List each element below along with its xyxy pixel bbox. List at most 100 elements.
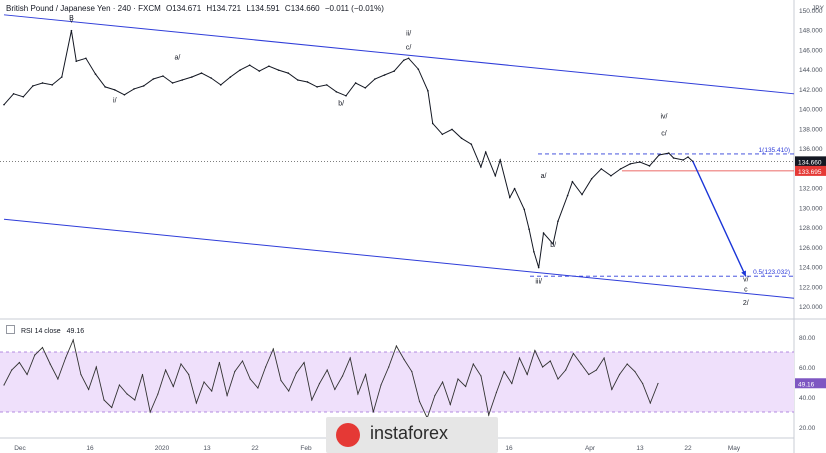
price-point [460,137,463,140]
price-point [566,194,569,197]
price-point [383,74,386,76]
x-tick-label: 13 [636,445,644,452]
price-point [61,76,63,78]
rsi-point [134,399,136,401]
rsi-value-label: 49.16 [798,381,815,388]
rsi-band [0,352,794,412]
price-point [354,82,357,84]
price-point [306,81,309,83]
price-point [181,79,184,81]
price-point [335,91,338,93]
y-tick-label: 120.000 [799,304,823,311]
price-point [32,85,34,87]
y-tick-label: 148.000 [799,28,823,35]
rsi-point [157,393,159,395]
high-value: H134.721 [206,4,242,13]
rsi-point [565,369,567,371]
price-point [133,88,135,90]
rsi-point [41,346,44,349]
rsi-point [280,379,282,382]
low-value: L134.591 [246,4,280,13]
rsi-point [618,373,621,376]
y-tick-label: 124.000 [799,265,823,272]
rsi-point [472,363,474,365]
wave-label: iv/ [660,114,667,121]
price-point [590,177,593,180]
rsi-point [218,361,221,364]
price-point [113,89,116,91]
rsi-point [234,370,236,373]
rsi-point [572,352,574,355]
wave-label: b/ [338,101,344,108]
price-point [523,208,526,211]
rsi-value-label-bg [795,378,826,389]
price-point [191,76,193,78]
rsi-y-tick-label: 20.00 [799,425,816,432]
price-point [123,94,126,96]
price-point [287,72,290,74]
rsi-point [103,399,105,401]
rsi-point [18,361,20,364]
rsi-point [265,366,267,368]
rsi-point [603,357,605,359]
rsi-header: RSI 14 close 49.16 [6,325,84,335]
rsi-point [295,372,297,374]
rsi-point [203,381,205,383]
rsi-point [303,361,305,364]
rsi-point [249,378,251,380]
wave-label: B [69,15,74,22]
rsi-point [518,357,521,359]
rsi-point [380,384,382,386]
rsi-point [241,360,244,362]
price-point [508,196,511,199]
rsi-point [341,375,344,377]
price-point [277,69,280,71]
price-point [393,70,395,72]
rsi-point [334,388,336,391]
price-point [3,103,5,106]
rsi-label[interactable]: RSI 14 close [20,328,61,335]
rsi-point [649,402,651,404]
rsi-point [434,394,436,397]
price-point [403,59,405,62]
symbol-title[interactable]: British Pound / Japanese Yen · 240 · FXC… [6,4,161,13]
price-point [629,163,632,165]
y-tick-label: 142.000 [799,87,823,94]
price-label-bg [795,165,826,176]
rsi-point [88,388,90,391]
rsi-point [580,363,582,365]
rsi-point [541,366,544,368]
rsi-point [441,381,444,383]
price-point [316,86,318,88]
channel-layer [3,14,795,299]
annotation-layer: Bv a/i/ii/c/b/a/b/iii/iv/c/v/c 2/ [69,15,749,307]
rsi-point [449,403,451,406]
rsi-point [488,414,490,416]
wave-label: v/ [743,276,749,283]
price-point [610,174,612,177]
y-tick-label: 132.000 [799,186,823,193]
forecast-arrow-line [692,161,747,277]
rsi-point [534,349,536,352]
rsi-visibility-toggle[interactable] [6,325,15,334]
price-point [480,166,482,168]
price-point [239,69,241,71]
rsi-point [195,402,197,404]
rsi-point [395,345,397,347]
price-point [542,232,545,234]
price-point [537,266,540,269]
rsi-point [288,390,290,392]
rsi-y-tick-label: 80.00 [799,335,816,342]
wave-label: iii/ [535,278,542,285]
rsi-point [226,394,228,397]
rsi-point [118,384,121,386]
price-point [658,154,660,156]
rsi-point [11,369,13,371]
rsi-point [457,378,459,380]
x-tick-label: 22 [684,445,692,452]
x-tick-label: 22 [251,445,259,452]
x-tick-label: May [728,445,741,452]
price-axis-panel [794,0,826,453]
rsi-point [149,411,151,413]
